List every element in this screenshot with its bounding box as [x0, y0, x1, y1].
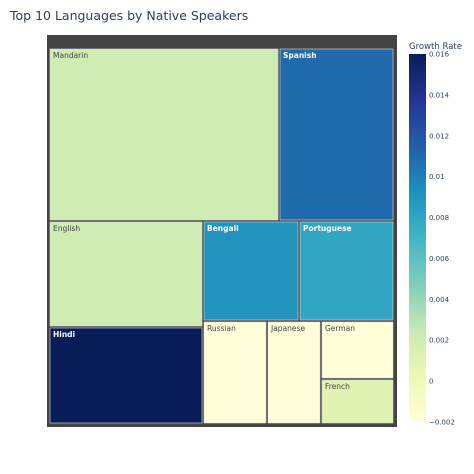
treemap-cell-german[interactable] [321, 321, 394, 379]
colorbar-tick-label: −0.002 [429, 419, 455, 427]
colorbar-tick-label: 0.006 [429, 255, 450, 263]
treemap-cell-spanish[interactable] [279, 48, 394, 221]
chart-title: Top 10 Languages by Native Speakers [10, 8, 249, 23]
colorbar-tick-label: 0.008 [429, 214, 449, 222]
treemap-label-portuguese: Portuguese [303, 224, 352, 233]
treemap-label-hindi: Hindi [53, 330, 75, 339]
colorbar-tick-label: 0.002 [429, 337, 449, 345]
treemap-label-mandarin: Mandarin [53, 51, 88, 60]
colorbar-tick-label: 0.004 [429, 296, 450, 304]
colorbar-tick-label: 0.016 [429, 51, 450, 59]
colorbar-title: Growth Rate [409, 42, 462, 52]
treemap-cell-portuguese[interactable] [299, 221, 394, 321]
treemap-label-bengali: Bengali [207, 224, 239, 233]
treemap-cell-french[interactable] [321, 379, 394, 424]
treemap-cell-bengali[interactable] [203, 221, 299, 321]
treemap-label-german: German [325, 324, 355, 333]
treemap-cell-russian[interactable] [203, 321, 267, 424]
colorbar-tick-label: 0 [429, 378, 433, 386]
colorbar-tick-label: 0.014 [429, 91, 450, 99]
treemap-cell-english[interactable] [49, 221, 203, 327]
colorbar-gradient [409, 54, 426, 422]
treemap-label-spanish: Spanish [283, 51, 317, 60]
treemap-label-russian: Russian [207, 324, 236, 333]
treemap-label-french: French [325, 382, 350, 391]
treemap-cell-hindi[interactable] [49, 327, 203, 424]
colorbar-tick-label: 0.012 [429, 132, 449, 140]
treemap-cell-mandarin[interactable] [49, 48, 279, 221]
treemap-cells: Mandarin Spanish English Bengali Portuguese H… [47, 35, 397, 427]
colorbar-tick-label: 0.01 [429, 173, 445, 181]
treemap-label-japanese: Japanese [270, 324, 305, 333]
treemap-label-english: English [53, 224, 80, 233]
treemap-cell-japanese[interactable] [267, 321, 321, 424]
